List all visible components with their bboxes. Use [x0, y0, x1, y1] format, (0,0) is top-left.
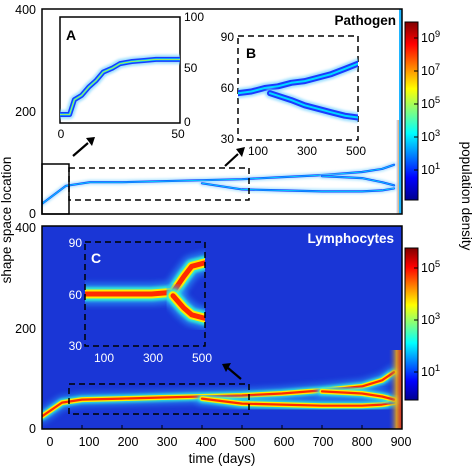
inset-a-ytick-2: 100 — [184, 10, 204, 24]
inset-c-arrow — [222, 363, 242, 380]
inset-a-xtick-0: 0 — [58, 127, 65, 141]
xtick-0: 0 — [47, 435, 54, 449]
xtick-800: 800 — [352, 435, 373, 449]
lymphocytes-colorbar-tick-0: 105 — [421, 259, 440, 275]
inset-a-branch-0-layer-3 — [60, 59, 180, 115]
colorbar-label: population density — [459, 142, 474, 251]
pathogen-panel: A 0 50 0 50 100 B 90 60 30 100 300 500 P — [15, 3, 403, 221]
pathogen-colorbar-tick-0: 109 — [421, 29, 440, 45]
inset-c-xtick-0: 100 — [94, 351, 114, 365]
pathogen-colorbar-tick-3: 103 — [421, 128, 440, 144]
pathogen-ytick-0: 0 — [29, 207, 36, 221]
xtick-500: 500 — [235, 435, 256, 449]
inset-c-ytick-2: 90 — [69, 236, 83, 250]
inset-a-ytick-0: 0 — [184, 115, 191, 129]
lymphocytes-ytick-400: 400 — [15, 221, 36, 235]
inset-c-branch-1-layer-3 — [170, 293, 205, 321]
lymphocytes-colorbar: 105 103 101 — [404, 247, 440, 401]
pathogen-ytick-400: 400 — [15, 3, 36, 17]
inset-b-arrow — [224, 147, 245, 167]
lymphocytes-frame — [41, 225, 403, 430]
x-ticks: 0 100 200 300 400 500 600 700 800 900 — [41, 425, 412, 449]
lymphocytes-ytick-0: 0 — [29, 422, 36, 436]
inset-a-arrow — [72, 137, 95, 157]
lymphocytes-hot-edge — [388, 350, 402, 429]
lymphocytes-branch-1-layer-3 — [200, 397, 396, 407]
inset-c-ytick-1: 60 — [69, 288, 83, 302]
xtick-900: 900 — [391, 435, 412, 449]
inset-b-xtick-1: 300 — [297, 144, 317, 158]
inset-b-branch-0-layer-2 — [238, 62, 358, 95]
inset-a-xtick-1: 50 — [171, 127, 185, 141]
pathogen-branches — [42, 162, 397, 207]
inset-c-xtick-1: 300 — [143, 351, 163, 365]
pathogen-right-strip — [399, 9, 402, 214]
inset-c-source-box — [68, 383, 250, 415]
lymphocytes-ytick-200: 200 — [15, 322, 36, 336]
inset-c-ytick-0: 30 — [69, 339, 83, 353]
pathogen-title: Pathogen — [334, 13, 396, 28]
inset-b-label: B — [246, 45, 256, 61]
lymphocytes-panel: C 90 60 30 100 300 500 Lymphocytes 400 2… — [15, 221, 411, 449]
x-axis-label: time (days) — [189, 451, 256, 466]
inset-c-xtick-2: 500 — [192, 351, 212, 365]
inset-a-label: A — [66, 27, 76, 43]
inset-b-branch-1-layer-2 — [269, 92, 358, 119]
lymphocytes-colorbar-tick-2: 101 — [421, 363, 440, 379]
pathogen-colorbar-tick-1: 107 — [421, 62, 440, 78]
inset-c: C 90 60 30 100 300 500 — [69, 236, 213, 365]
inset-a-ytick-1: 50 — [184, 61, 198, 75]
inset-b-ytick-1: 60 — [221, 81, 235, 95]
inset-b-xtick-2: 500 — [346, 144, 366, 158]
pathogen-colorbar-tick-2: 105 — [421, 95, 440, 111]
xtick-200: 200 — [118, 435, 139, 449]
inset-b-source-box — [68, 167, 250, 201]
inset-b-ytick-0: 30 — [221, 132, 235, 146]
xtick-700: 700 — [313, 435, 334, 449]
y-axis-label: shape space location — [0, 157, 14, 284]
pathogen-colorbar-tick-4: 101 — [421, 161, 440, 177]
inset-b: B 90 60 30 100 300 500 — [221, 30, 367, 158]
xtick-300: 300 — [157, 435, 178, 449]
xtick-600: 600 — [274, 435, 295, 449]
lymphocytes-title: Lymphocytes — [307, 231, 394, 246]
pathogen-branch-2-layer-2 — [321, 175, 395, 186]
pathogen-frame — [41, 8, 403, 215]
lymphocytes-colorbar-tick-1: 103 — [421, 311, 440, 327]
inset-b-xtick-0: 100 — [248, 144, 268, 158]
inset-c-label: C — [91, 250, 101, 266]
pathogen-colorbar: 109 107 105 103 101 — [404, 21, 440, 201]
inset-b-ytick-2: 90 — [221, 30, 235, 44]
pathogen-branch-0-layer-2 — [42, 164, 395, 205]
inset-a: A 0 50 0 50 100 — [58, 10, 205, 141]
pathogen-ytick-200: 200 — [15, 105, 36, 119]
xtick-100: 100 — [79, 435, 100, 449]
pathogen-branch-1-layer-2 — [201, 182, 395, 192]
xtick-400: 400 — [196, 435, 217, 449]
